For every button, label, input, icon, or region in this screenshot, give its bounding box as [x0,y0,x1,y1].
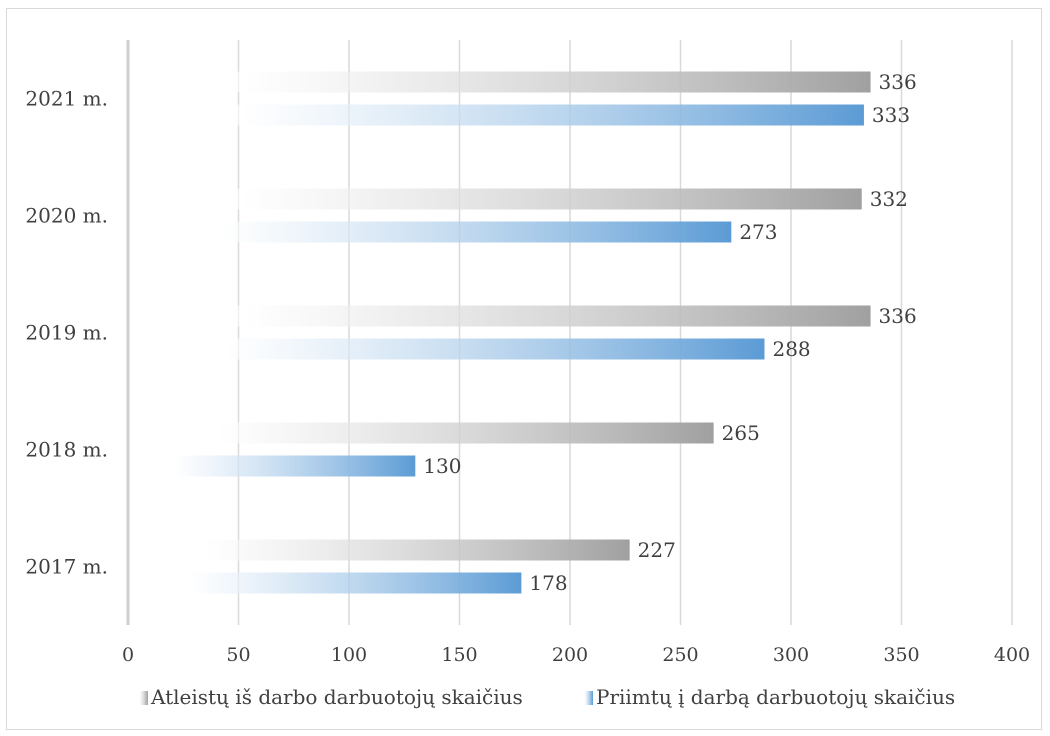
x-tick-label: 400 [994,644,1030,666]
bar-hired [131,572,522,594]
chart-frame [6,8,1042,730]
x-tick-label: 0 [122,644,134,666]
x-tick-label: 250 [662,644,698,666]
legend-label: Atleistų iš darbo darbuotojų skaičius [150,685,523,709]
data-label: 336 [879,304,917,328]
x-tick-label: 350 [883,644,919,666]
data-label: 273 [739,220,777,244]
bar-dismissed [131,305,871,327]
value-axis: 0 50 100 150 200 250 300 350 400 [122,644,1030,666]
x-tick-label: 200 [552,644,588,666]
legend: Atleistų iš darbo darbuotojų skaičius Pri… [138,685,955,709]
data-label: 333 [872,103,910,127]
legend-label: Priimtų į darbą darbuotojų skaičius [596,685,955,709]
data-label: 288 [772,337,810,361]
y-category-label: 2018 m. [25,438,108,462]
bars [131,71,871,594]
data-label: 178 [529,571,567,595]
y-category-label: 2020 m. [25,204,108,228]
bar-dismissed [131,71,871,93]
data-labels: 227 178 265 130 336 288 332 273 336 333 [423,70,916,595]
data-label: 130 [423,454,461,478]
bar-dismissed [131,422,714,444]
legend-swatch [583,691,593,705]
data-label: 227 [638,538,676,562]
x-tick-label: 300 [773,644,809,666]
bar-hired [131,104,864,126]
bar-dismissed [131,539,630,561]
bar-hired [131,455,416,477]
bar-dismissed [131,188,862,210]
bar-hired [131,338,765,360]
y-category-label: 2017 m. [25,555,108,579]
bar-hired [131,221,732,243]
category-axis: 2017 m. 2018 m. 2019 m. 2020 m. 2021 m. [25,87,108,579]
gridlines [126,40,1013,625]
data-label: 265 [722,421,760,445]
y-category-label: 2019 m. [25,321,108,345]
x-tick-label: 50 [226,644,250,666]
x-tick-label: 100 [331,644,367,666]
data-label: 336 [879,70,917,94]
x-tick-label: 150 [441,644,477,666]
y-category-label: 2021 m. [25,87,108,111]
legend-swatch [138,691,148,705]
data-label: 332 [870,187,908,211]
